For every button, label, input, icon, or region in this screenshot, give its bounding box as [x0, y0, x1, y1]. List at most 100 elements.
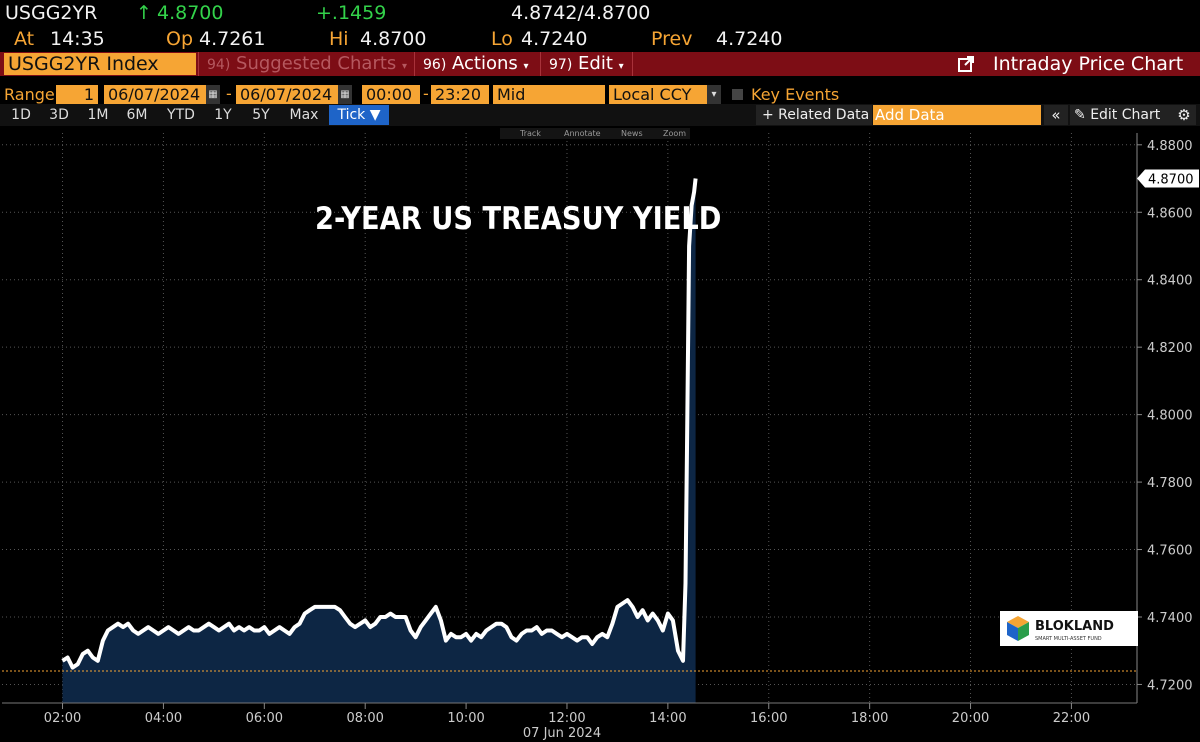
date-label: 07 Jun 2024	[523, 726, 601, 741]
x-tick-label: 14:00	[649, 711, 686, 726]
chevron-down-icon[interactable]: ▾	[707, 85, 721, 104]
period-3d[interactable]: 3D	[49, 107, 69, 123]
blokland-logo: BLOKLAND SMART MULTI-ASSET FUND	[1000, 611, 1138, 646]
edit-menu[interactable]: 97) Edit ▾	[540, 52, 632, 76]
prev-label: Prev	[651, 28, 693, 50]
edit-label: Edit	[578, 53, 613, 74]
edit-number: 97)	[549, 57, 573, 73]
function-toolbar	[0, 52, 1200, 76]
price-type-field[interactable]: Mid	[493, 85, 605, 104]
y-tick-label: 4.7400	[1147, 611, 1193, 626]
price-line	[61, 178, 698, 670]
range-count-field[interactable]: 1	[56, 85, 98, 104]
add-data-input[interactable]: Add Data	[873, 105, 1041, 125]
y-tick-label: 4.7800	[1147, 476, 1193, 491]
up-arrow-icon: ↑	[136, 2, 152, 24]
vertical-gridlines	[62, 133, 1072, 703]
x-tick-label: 12:00	[548, 711, 585, 726]
calendar-icon[interactable]: ▦	[206, 85, 220, 104]
last-value-marker: 4.8700	[1137, 169, 1199, 188]
actions-number: 96)	[423, 57, 447, 73]
last-price: 4.8700	[157, 2, 224, 24]
period-ytd[interactable]: YTD	[167, 107, 195, 123]
actions-label: Actions	[452, 53, 518, 74]
calendar-icon[interactable]: ▦	[338, 85, 352, 104]
gear-icon[interactable]: ⚙	[1172, 105, 1196, 125]
x-tick-label: 22:00	[1053, 711, 1090, 726]
end-date-field[interactable]: 06/07/2024	[236, 85, 338, 104]
suggested-charts-number: 94)	[207, 57, 231, 73]
y-axis: 4.7200 4.7400 4.7600 4.7800 4.8000 4.8200 4.84…	[1136, 133, 1193, 703]
at-time: 14:35	[50, 28, 105, 50]
edit-chart-label: Edit Chart	[1090, 107, 1161, 123]
y-tick-label: 4.8000	[1147, 409, 1193, 424]
chevron-down-icon: ▾	[402, 61, 408, 72]
edit-chart-button[interactable]: ✎ Edit Chart	[1070, 105, 1174, 125]
external-link-icon[interactable]	[957, 55, 975, 73]
logo-tagline: SMART MULTI-ASSET FUND	[1035, 636, 1102, 642]
x-tick-label: 02:00	[44, 711, 81, 726]
key-events-checkbox[interactable]	[732, 89, 743, 100]
net-change: +.1459	[316, 2, 387, 24]
logo-name: BLOKLAND	[1035, 619, 1114, 634]
open-label: Op	[166, 28, 194, 50]
y-tick-label: 4.8600	[1147, 206, 1193, 221]
last-value-box	[1137, 169, 1199, 188]
currency-field[interactable]: Local CCY	[609, 85, 707, 104]
cube-icon	[1007, 616, 1029, 641]
at-label: At	[14, 28, 35, 50]
y-tick-label: 4.7200	[1147, 678, 1193, 693]
collapse-icon[interactable]: «	[1044, 105, 1068, 125]
chart-title: Intraday Price Chart	[993, 53, 1184, 75]
security-field[interactable]: USGG2YR Index	[4, 53, 196, 75]
low-label: Lo	[491, 28, 513, 50]
period-1d[interactable]: 1D	[11, 107, 31, 123]
tool-news[interactable]: News	[621, 129, 643, 138]
tick-dropdown[interactable]: Tick ▼	[329, 105, 389, 125]
y-tick-label: 4.7600	[1147, 544, 1193, 559]
related-data-button[interactable]: + Related Data	[756, 105, 872, 125]
y-tick-label: 4.8800	[1147, 139, 1193, 154]
add-data-placeholder: Add Data	[875, 106, 945, 124]
start-time-field[interactable]: 00:00	[362, 85, 420, 104]
suggested-charts-menu[interactable]: 94) Suggested Charts ▾	[198, 52, 414, 76]
price-area	[62, 178, 696, 703]
actions-menu[interactable]: 96) Actions ▾	[414, 52, 540, 76]
suggested-charts-label: Suggested Charts	[236, 53, 397, 74]
last-value-text: 4.8700	[1148, 173, 1194, 188]
chevron-down-icon: ▾	[618, 61, 624, 72]
prev-value: 4.7240	[716, 28, 783, 50]
tool-annotate[interactable]: Annotate	[564, 129, 601, 138]
x-tick-label: 18:00	[851, 711, 888, 726]
period-6m[interactable]: 6M	[126, 107, 148, 123]
start-date-field[interactable]: 06/07/2024	[104, 85, 206, 104]
end-time-field[interactable]: 23:20	[431, 85, 489, 104]
range-dash: -	[226, 84, 232, 103]
tool-track[interactable]: Track	[519, 129, 541, 138]
x-tick-label: 20:00	[952, 711, 989, 726]
range-label: Range	[4, 85, 55, 104]
chart-title-area	[632, 52, 1200, 76]
x-axis: 02:00 04:00 06:00 08:00 10:00 12:00 14:00 16:00…	[2, 702, 1137, 726]
x-tick-label: 04:00	[145, 711, 182, 726]
chart-tools: Track Annotate News Zoom	[500, 128, 690, 139]
high-label: Hi	[329, 28, 349, 50]
x-tick-label: 10:00	[447, 711, 484, 726]
open-value: 4.7261	[199, 28, 266, 50]
period-1m[interactable]: 1M	[87, 107, 109, 123]
period-5y[interactable]: 5Y	[252, 107, 270, 123]
low-value: 4.7240	[521, 28, 588, 50]
x-tick-label: 16:00	[750, 711, 787, 726]
tool-zoom[interactable]: Zoom	[663, 129, 686, 138]
period-max[interactable]: Max	[289, 107, 319, 123]
price-chart[interactable]: 4.7200 4.7400 4.7600 4.7800 4.8000 4.8200 4.84…	[0, 127, 1200, 742]
x-tick-label: 06:00	[246, 711, 283, 726]
high-value: 4.8700	[360, 28, 427, 50]
y-tick-label: 4.8400	[1147, 274, 1193, 289]
x-tick-label: 08:00	[346, 711, 383, 726]
chevron-down-icon: ▾	[523, 61, 529, 72]
bid-ask: 4.8742/4.8700	[511, 2, 651, 24]
period-1y[interactable]: 1Y	[214, 107, 232, 123]
key-events-label: Key Events	[751, 85, 840, 104]
time-dash: -	[423, 84, 429, 103]
